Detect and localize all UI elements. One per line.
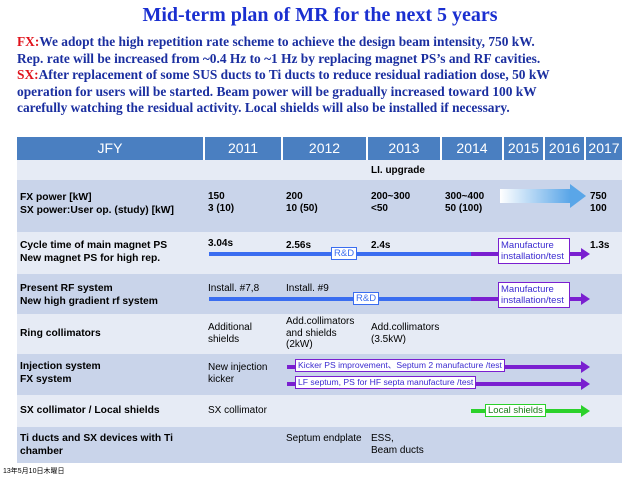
ti-2013: ESS, Beam ducts — [371, 433, 424, 456]
sx-power-label: SX power:User op. (study) [kW] — [20, 205, 174, 216]
power-2014: 300~400 50 (100) — [445, 191, 485, 214]
header-year-2015: 2015 — [504, 137, 543, 160]
sx-line-3: carefully watching the residual activity… — [17, 100, 510, 115]
row-ti-bg — [17, 427, 622, 463]
cycle-2011: 3.04s — [208, 238, 234, 249]
collimators-2011: Additional shields — [208, 322, 252, 345]
injection-label-2: FX system — [20, 374, 72, 385]
collimators-2012: Add.collimators and shields (2kW) — [286, 316, 355, 350]
rf-label-2: New high gradient rf system — [20, 296, 158, 307]
collimators-label: Ring collimators — [20, 328, 101, 339]
rf-2011: Install. #7,8 — [208, 283, 260, 294]
header-jfy: JFY — [17, 137, 203, 160]
sx-tag: SX: — [17, 67, 39, 82]
row-collimators-bg — [17, 314, 622, 354]
cycle-2013: 2.4s — [371, 240, 391, 251]
row-power-bg — [17, 180, 622, 232]
header-year-2011: 2011 — [205, 137, 281, 160]
cycle-label-1: Cycle time of main magnet PS — [20, 240, 168, 251]
intro-text: FX:We adopt the high repetition rate sch… — [17, 34, 632, 117]
power-arrow-head — [570, 184, 586, 208]
header-year-2017: 2017 — [586, 137, 622, 160]
power-2013: 200~300 <50 — [371, 191, 411, 214]
cycle-rd-box: R&D — [331, 247, 358, 260]
injection-2011: New injection kicker — [208, 362, 268, 385]
ti-label-2: chamber — [20, 446, 63, 457]
fx-tag: FX: — [17, 34, 40, 49]
cycle-2012: 2.56s — [286, 240, 312, 251]
power-2012: 200 10 (50) — [286, 191, 318, 214]
fx-line-2: Rep. rate will be increased from ~0.4 Hz… — [17, 50, 541, 66]
footer-date: 13年5月10日木曜日 — [3, 468, 65, 475]
row-li-upgrade-bg — [17, 160, 622, 180]
ti-2012: Septum endplate — [286, 433, 362, 444]
rf-2012: Install. #9 — [286, 283, 329, 294]
page-title: Mid-term plan of MR for the next 5 years — [142, 4, 498, 26]
sx-2011: SX collimator — [208, 405, 267, 416]
header-year-2013: 2013 — [368, 137, 440, 160]
fx-power-label: FX power [kW] — [20, 192, 92, 203]
rf-rd-box: R&D — [353, 292, 380, 305]
cycle-2017: 1.3s — [590, 240, 610, 251]
injection-label-1: Injection system — [20, 361, 101, 372]
sx-line-1: After replacement of some SUS ducts to T… — [38, 67, 550, 82]
rf-label-1: Present RF system — [20, 283, 113, 294]
fx-line-1: We adopt the high repetition rate scheme… — [39, 34, 535, 49]
septum-box: LF septum, PS for HF septa manufacture /… — [295, 376, 477, 389]
ti-label-1: Ti ducts and SX devices with Ti — [20, 433, 173, 444]
local-shields-box: Local shields — [485, 404, 546, 417]
li-upgrade-label: LI. upgrade — [371, 165, 425, 176]
cycle-manufacture-arrow — [581, 248, 590, 260]
kicker-box: Kicker PS improvement、Septum 2 manufactu… — [295, 359, 505, 372]
power-arrow-shaft — [500, 189, 570, 203]
power-2011: 150 3 (10) — [208, 191, 235, 214]
sx-line-2: operation for users will be started. Bea… — [17, 83, 537, 99]
kicker-arrow — [581, 361, 590, 373]
cycle-label-2: New magnet PS for high rep. — [20, 253, 161, 264]
cycle-manufacture-box: Manufacture installation/test — [498, 238, 570, 264]
local-shields-arrow — [581, 405, 590, 417]
rf-rd-bar — [209, 297, 471, 301]
power-2017: 750 100 — [590, 191, 607, 214]
septum-arrow — [581, 378, 590, 390]
rf-manufacture-box: Manufacture installation/test — [498, 282, 570, 308]
header-year-2012: 2012 — [283, 137, 366, 160]
header-year-2014: 2014 — [442, 137, 502, 160]
collimators-2013: Add.collimators (3.5kW) — [371, 322, 440, 345]
sx-label: SX collimator / Local shields — [20, 405, 160, 416]
rf-manufacture-arrow — [581, 293, 590, 305]
header-year-2016: 2016 — [545, 137, 584, 160]
